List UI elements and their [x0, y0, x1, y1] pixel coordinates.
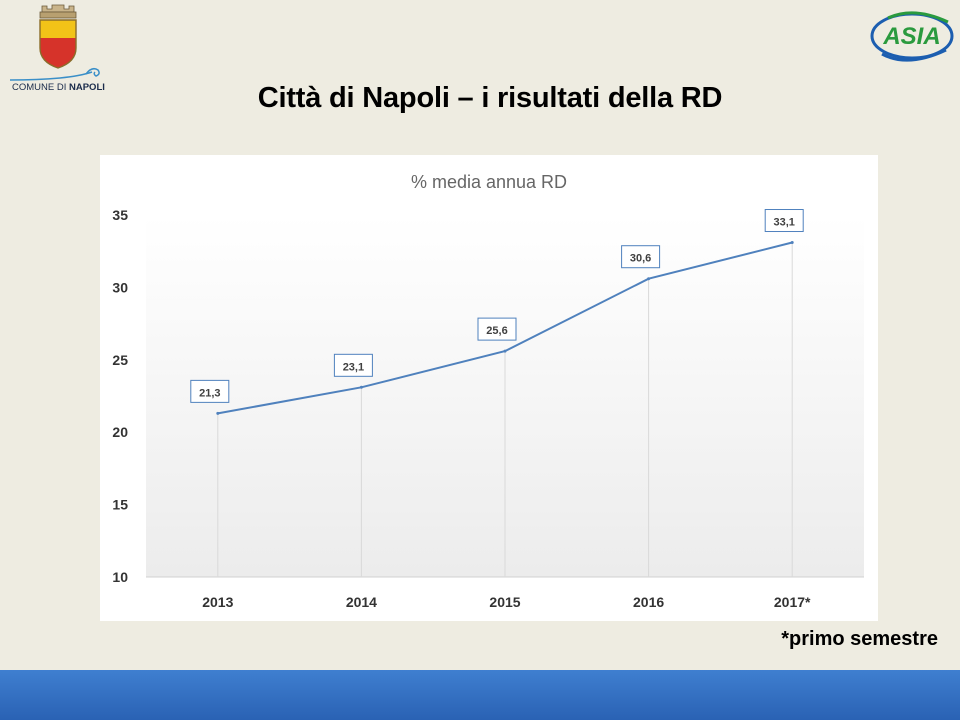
x-tick-label: 2014 [346, 594, 377, 610]
x-tick-label: 2017* [774, 594, 811, 610]
data-label-box [477, 317, 517, 341]
data-point [647, 277, 651, 281]
comune-di-napoli-logo: COMUNE DI NAPOLI [8, 4, 108, 96]
line-chart: % media annua RD 10 15 20 25 30 35 2013 2014 201… [112, 172, 864, 610]
data-point [790, 241, 794, 245]
y-tick-label: 20 [112, 424, 128, 440]
y-tick-label: 30 [112, 279, 128, 295]
y-tick-label: 15 [112, 497, 128, 513]
x-tick-label: 2015 [489, 594, 520, 610]
y-tick-label: 25 [112, 352, 128, 368]
asia-text: ASIA [882, 23, 940, 50]
data-label: 30,6 [630, 253, 651, 265]
data-point [359, 385, 363, 389]
data-point [503, 349, 507, 353]
data-label-box [190, 379, 230, 403]
comune-text-regular: COMUNE DI [12, 82, 69, 93]
page-title: Città di Napoli – i risultati della RD [257, 82, 723, 114]
x-tick-label: 2016 [633, 594, 664, 610]
chart-title: % media annua RD [411, 172, 567, 192]
chart-panel: % media annua RD 10 15 20 25 30 35 2013 2014 201… [100, 155, 878, 621]
data-point [216, 411, 220, 415]
asia-logo: ASIA [868, 6, 958, 68]
wave-icon [9, 67, 100, 81]
data-label-box [333, 353, 373, 377]
y-tick-label: 10 [112, 569, 128, 585]
data-label-box [621, 245, 661, 269]
data-label: 33,1 [773, 217, 794, 229]
bottom-bar [0, 670, 960, 720]
data-label: 23,1 [343, 361, 364, 373]
comune-text-bold: NAPOLI [69, 82, 105, 93]
footnote: *primo semestre [781, 628, 938, 650]
x-tick-label: 2013 [202, 594, 233, 610]
napoli-crest-icon [39, 4, 77, 69]
y-tick-label: 35 [112, 207, 128, 223]
data-label-box [764, 209, 804, 233]
asia-logo-icon: ASIA [870, 11, 954, 62]
data-label: 25,6 [486, 325, 507, 337]
data-label: 21,3 [199, 387, 220, 399]
comune-label: COMUNE DI NAPOLI [12, 82, 105, 93]
